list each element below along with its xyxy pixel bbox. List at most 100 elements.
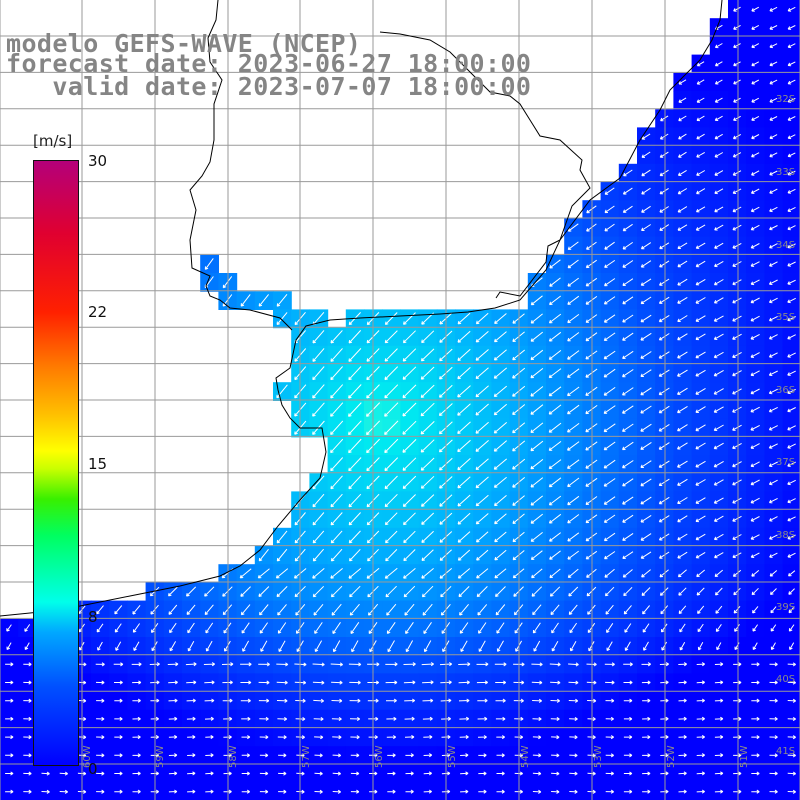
wind-arrow <box>677 333 688 341</box>
wind-arrow <box>604 551 616 560</box>
wind-arrow <box>734 624 740 632</box>
wind-arrow <box>277 622 287 634</box>
wind-arrow <box>787 735 796 740</box>
wind-arrow <box>659 224 670 231</box>
wind-arrow <box>530 368 544 379</box>
wind-arrow <box>695 424 706 432</box>
wind-arrow <box>330 457 344 472</box>
wind-arrow <box>186 716 196 721</box>
wind-arrow <box>769 570 778 577</box>
wind-arrow <box>715 605 723 614</box>
wind-arrow <box>277 735 287 740</box>
wind-arrow <box>59 789 68 794</box>
wind-arrow <box>493 440 508 452</box>
wind-arrow <box>678 79 687 85</box>
wind-arrow <box>677 424 688 432</box>
wind-arrow <box>787 152 796 158</box>
wind-arrow <box>660 698 669 703</box>
wind-arrow <box>384 330 398 344</box>
wind-arrow <box>641 569 651 578</box>
wind-arrow <box>385 698 397 703</box>
wind-arrow <box>658 423 670 432</box>
wind-arrow <box>733 716 742 721</box>
wind-arrow <box>696 79 705 85</box>
wind-arrow <box>733 587 741 596</box>
wind-arrow <box>402 330 416 344</box>
wind-arrow <box>788 606 795 614</box>
wind-arrow <box>23 716 32 722</box>
wind-arrow <box>186 698 196 703</box>
wind-arrow <box>788 588 795 595</box>
wind-arrow <box>404 734 415 740</box>
wind-arrow <box>348 457 362 472</box>
wind-arrow <box>567 514 580 524</box>
wind-arrow <box>622 314 634 323</box>
wind-arrow <box>622 423 634 432</box>
wind-arrow <box>350 789 360 794</box>
wind-arrow <box>259 771 269 776</box>
wind-arrow <box>275 568 289 579</box>
wind-arrow <box>496 789 505 794</box>
wind-arrow <box>622 387 634 396</box>
wind-arrow <box>714 188 724 195</box>
wind-arrow <box>312 348 325 362</box>
wind-arrow <box>752 606 759 614</box>
wind-arrow <box>476 568 489 579</box>
wind-arrow <box>349 548 361 562</box>
wind-arrow <box>312 548 324 562</box>
wind-arrow <box>96 698 105 703</box>
wind-arrow <box>569 771 578 776</box>
wind-arrow <box>788 624 795 632</box>
wind-arrow <box>695 460 706 468</box>
wind-arrow <box>659 569 669 578</box>
wind-arrow <box>713 369 724 377</box>
wind-arrow <box>659 260 670 268</box>
wind-arrow <box>677 442 688 450</box>
wind-arrow <box>640 460 652 468</box>
longitude-label: 60W <box>82 745 93 768</box>
wind-arrow <box>351 640 359 653</box>
wind-arrow <box>277 604 287 616</box>
wind-arrow <box>530 386 544 397</box>
wind-arrow <box>387 789 396 794</box>
wind-arrow <box>403 680 416 685</box>
wind-arrow <box>603 496 616 505</box>
wind-arrow <box>460 753 469 758</box>
wind-arrow <box>330 384 344 399</box>
wind-arrow <box>457 439 471 453</box>
latitude-label: 39S <box>776 602 795 613</box>
wind-arrow <box>403 568 416 579</box>
wind-arrow <box>678 151 687 158</box>
wind-arrow <box>732 279 742 286</box>
longitude-label: 58W <box>228 745 239 768</box>
wind-arrow <box>330 530 343 544</box>
wind-arrow <box>330 548 343 562</box>
wind-arrow <box>659 151 669 158</box>
wind-arrow <box>640 405 652 414</box>
wind-arrow <box>475 331 489 343</box>
wind-arrow <box>787 97 796 103</box>
wind-arrow <box>548 368 562 379</box>
wind-arrow <box>750 406 760 413</box>
wind-arrow <box>548 459 562 470</box>
wind-arrow <box>551 735 560 740</box>
wind-arrow <box>732 224 742 231</box>
wind-arrow <box>185 662 197 667</box>
wind-arrow <box>330 330 343 344</box>
wind-arrow <box>478 753 487 758</box>
wind-arrow <box>113 662 124 667</box>
wind-arrow <box>622 350 634 359</box>
wind-arrow <box>132 771 141 776</box>
wind-arrow <box>384 366 399 381</box>
wind-arrow <box>640 478 652 487</box>
wind-arrow <box>787 352 796 358</box>
wind-arrow <box>622 569 633 578</box>
wind-arrow <box>421 494 435 507</box>
wind-arrow <box>714 260 724 268</box>
wind-arrow <box>330 662 343 667</box>
wind-arrow <box>750 297 760 304</box>
wind-arrow <box>750 388 760 395</box>
wind-arrow <box>697 642 704 651</box>
wind-arrow <box>532 753 542 758</box>
wind-arrow <box>750 243 760 249</box>
